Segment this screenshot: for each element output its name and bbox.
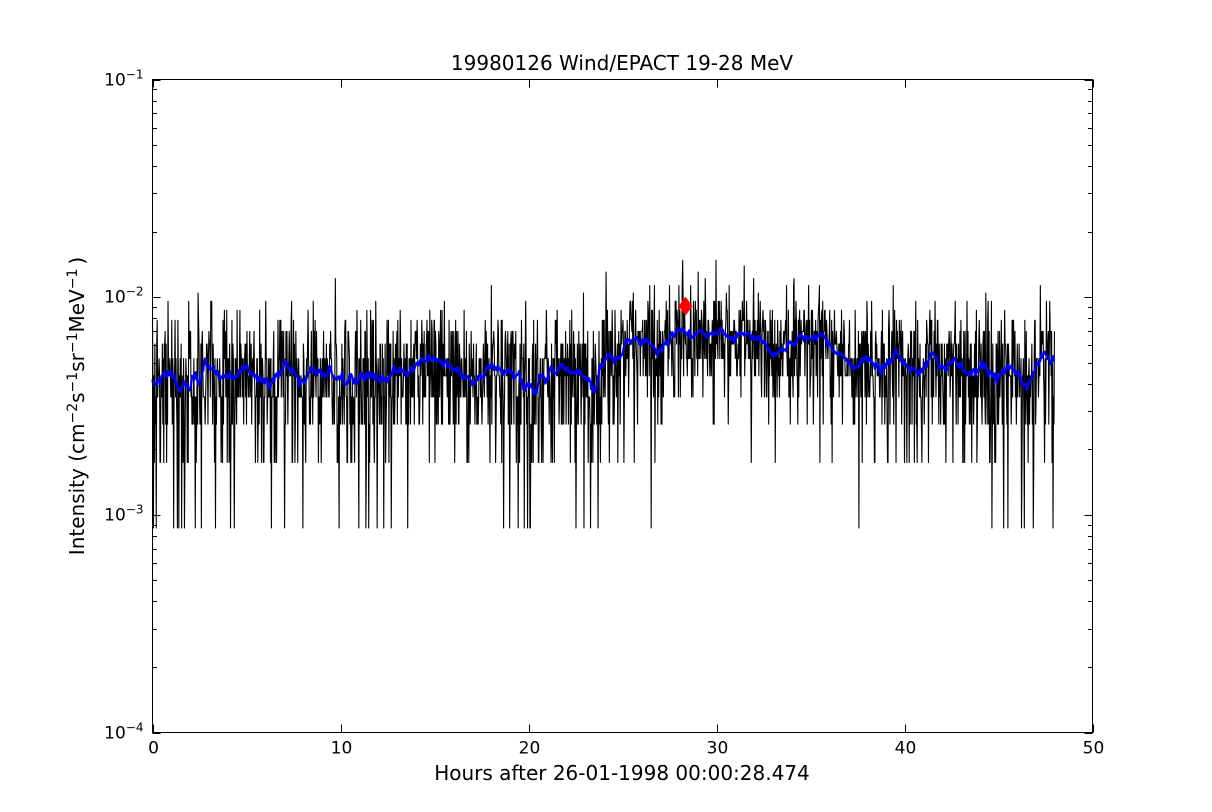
x-axis-label: Hours after 26-01-1998 00:00:28.474 <box>434 761 810 785</box>
x-axis-ticks <box>153 79 1094 733</box>
plot-frame <box>152 79 1093 733</box>
smoothed-intensity-series <box>151 326 1056 396</box>
y-axis-tick-labels: 10−1 10−2 10−3 10−4 <box>104 68 143 744</box>
y-tick-label: 10−1 <box>104 68 143 91</box>
y-axis-ticks <box>152 80 1093 734</box>
smoothed-series-path <box>151 326 1056 396</box>
peak-diamond-marker <box>678 296 693 316</box>
y-axis-label: Intensity (cm−2s−1sr−1MeV−1 ) <box>65 257 89 555</box>
raw-series-path <box>151 259 1055 529</box>
x-tick-label: 40 <box>895 739 917 759</box>
plot-title: 19980126 Wind/EPACT 19-28 MeV <box>451 51 793 75</box>
raw-intensity-series <box>151 259 1055 529</box>
x-tick-label: 30 <box>707 739 729 759</box>
x-tick-label: 0 <box>148 739 159 759</box>
x-tick-label: 20 <box>519 739 541 759</box>
x-tick-label: 50 <box>1083 739 1105 759</box>
y-axis-minor-ticks <box>152 89 1093 668</box>
y-tick-label: 10−3 <box>104 503 143 526</box>
x-axis-tick-labels: 0 10 20 30 40 50 <box>148 739 1104 759</box>
y-tick-label: 10−2 <box>104 285 143 308</box>
peak-marker <box>678 296 693 316</box>
y-tick-label: 10−4 <box>104 721 143 744</box>
x-tick-label: 10 <box>331 739 353 759</box>
